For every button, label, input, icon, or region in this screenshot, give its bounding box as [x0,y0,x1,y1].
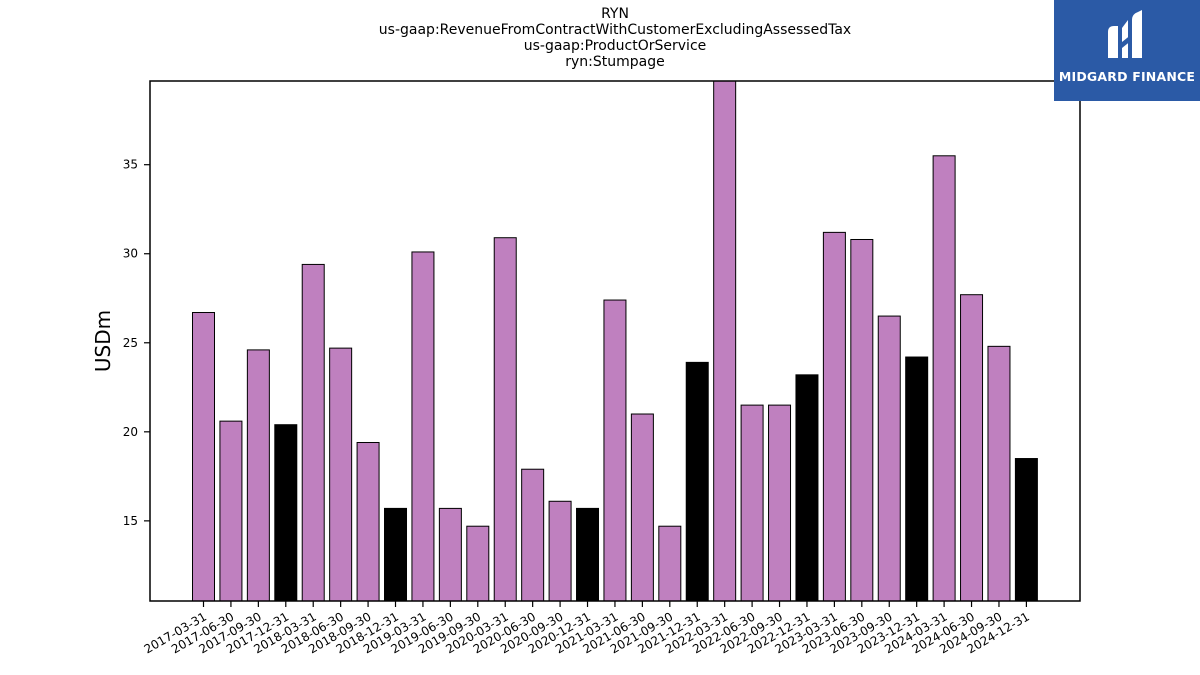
title-line-axis: us-gaap:ProductOrService [523,38,707,54]
bar [438,507,462,602]
y-tick-label: 20 [123,425,138,439]
bar [603,299,627,602]
bar [822,231,846,602]
bar [466,525,490,602]
logo-text: MIDGARD FINANCE [1058,69,1196,84]
title-line-member: ryn:Stumpage [565,54,665,70]
bar [850,238,874,602]
y-tick-label: 15 [123,514,138,528]
bar [713,80,737,602]
midgard-finance-logo: MIDGARD FINANCE [1054,0,1200,101]
bar [576,507,600,602]
bar [246,349,270,602]
bar [301,263,325,602]
bar [384,507,408,602]
bar [329,347,353,602]
y-tick-label: 25 [123,336,138,350]
bar [630,413,654,602]
logo-mark-icon [1108,10,1142,58]
bar [768,404,792,602]
title-line-concept: us-gaap:RevenueFromContractWithCustomerE… [378,22,852,38]
bar [548,500,572,602]
bar [932,155,956,602]
bar [521,468,545,602]
bar [1014,458,1038,602]
bar [905,356,929,602]
y-tick-label: 35 [123,158,138,172]
bar [987,345,1011,602]
title-line-ticker: RYN [601,6,629,22]
bar [877,315,901,602]
bar [740,404,764,602]
bar [685,361,709,602]
bar [219,420,243,602]
y-axis-label: USDm [91,310,115,372]
bar [192,312,215,602]
bar [411,251,435,602]
bar [795,374,819,602]
chart-title: RYN us-gaap:RevenueFromContractWithCusto… [150,6,1080,70]
bar [356,442,380,602]
bar [493,237,517,602]
bar [274,424,298,602]
bar [960,294,984,602]
y-tick-label: 30 [123,247,138,261]
bar [658,525,682,602]
